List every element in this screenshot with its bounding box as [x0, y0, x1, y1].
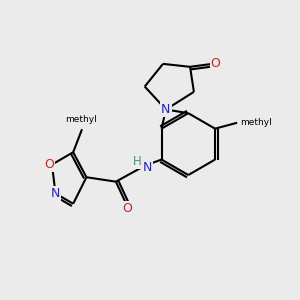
Text: O: O: [44, 158, 54, 171]
Text: O: O: [123, 202, 133, 215]
Text: methyl: methyl: [240, 118, 272, 127]
Text: H: H: [133, 155, 141, 168]
Text: N: N: [143, 161, 152, 174]
Text: O: O: [211, 57, 220, 70]
Text: methyl: methyl: [65, 115, 96, 124]
Text: N: N: [161, 103, 171, 116]
Text: N: N: [51, 187, 60, 200]
